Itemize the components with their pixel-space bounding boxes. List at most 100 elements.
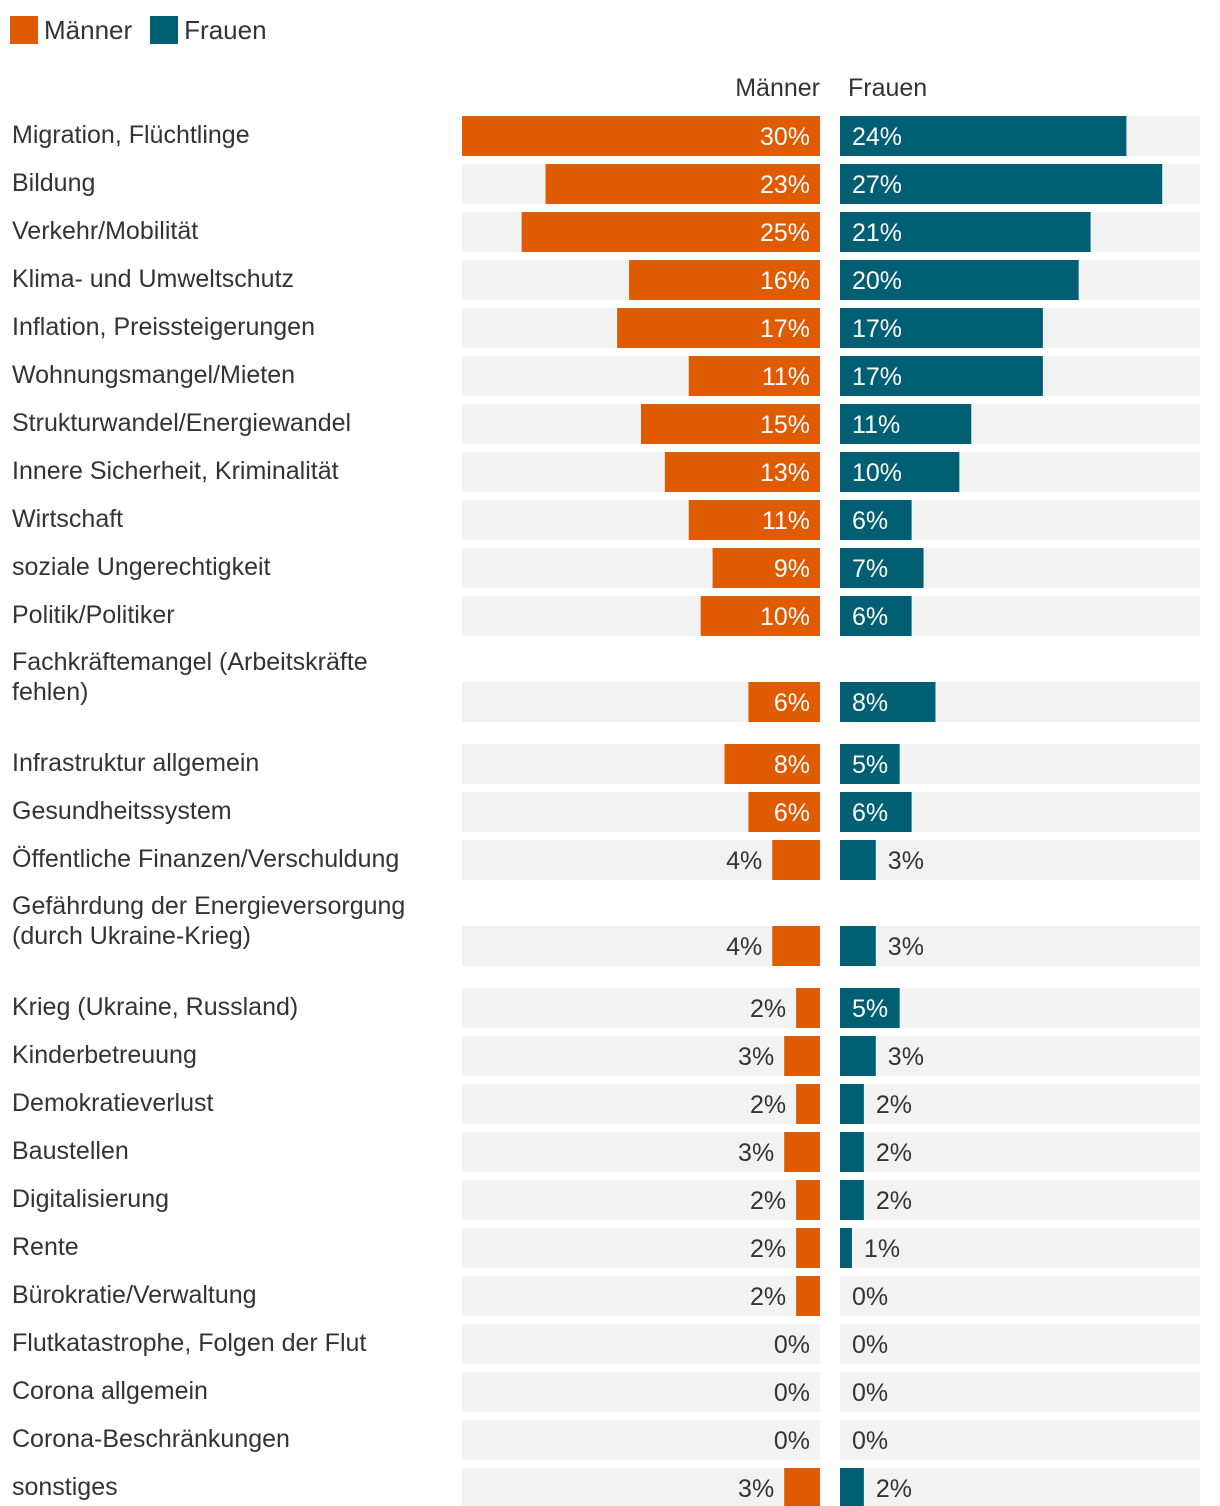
bar-maenner [784,1132,820,1172]
category-label: Öffentliche Finanzen/Verschuldung [12,845,399,873]
bar-frauen [840,792,912,832]
bar-frauen [840,988,900,1028]
value-label-frauen: 2% [876,1187,912,1215]
value-label-maenner: 2% [750,1235,786,1263]
bar-maenner [796,1228,820,1268]
bar-maenner [796,1276,820,1316]
category-label: Verkehr/Mobilität [12,217,198,245]
track-frauen [840,1036,1200,1076]
value-label-maenner: 3% [738,1043,774,1071]
bar-maenner [641,404,820,444]
value-label-maenner: 17% [760,315,810,343]
category-label: Gesundheitssystem [12,797,232,825]
track-maenner [462,1372,820,1412]
value-label-frauen: 3% [888,933,924,961]
value-label-frauen: 0% [852,1331,888,1359]
category-label: soziale Ungerechtigkeit [12,553,271,581]
track-frauen [840,1228,1200,1268]
bar-maenner [724,744,820,784]
track-maenner [462,1324,820,1364]
bar-maenner [748,682,820,722]
value-label-frauen: 5% [852,751,888,779]
bar-maenner [545,164,820,204]
column-header-maenner: Männer [735,74,820,102]
bar-frauen [840,212,1091,252]
category-label: Infrastruktur allgemein [12,749,259,777]
category-label: Gefährdung der Energieversorgung (durch U… [12,892,405,950]
bar-maenner [796,1084,820,1124]
category-label: Demokratieverlust [12,1089,214,1117]
value-label-frauen: 3% [888,847,924,875]
bar-maenner [772,840,820,880]
value-label-frauen: 6% [852,603,888,631]
value-label-frauen: 17% [852,363,902,391]
legend-item-maenner: Männer [10,15,132,46]
value-label-maenner: 8% [774,751,810,779]
bar-frauen [840,356,1043,396]
category-label: Innere Sicherheit, Kriminalität [12,457,339,485]
value-label-maenner: 4% [726,933,762,961]
value-label-frauen: 1% [864,1235,900,1263]
category-label: Digitalisierung [12,1185,169,1213]
track-frauen [840,1372,1200,1412]
legend: Männer Frauen [10,14,285,46]
value-label-maenner: 11% [762,363,810,391]
legend-swatch-maenner [10,16,38,44]
track-frauen [840,1468,1200,1506]
track-maenner [462,840,820,880]
track-frauen [840,1180,1200,1220]
bar-frauen [840,116,1127,156]
track-frauen [840,988,1200,1028]
track-frauen [840,1324,1200,1364]
value-label-frauen: 17% [852,315,902,343]
legend-label-frauen: Frauen [184,14,267,45]
bar-frauen [840,744,900,784]
value-label-frauen: 8% [852,689,888,717]
value-label-frauen: 2% [876,1091,912,1119]
category-label: Flutkatastrophe, Folgen der Flut [12,1329,366,1357]
bar-maenner [688,500,820,540]
bar-maenner [772,926,820,966]
bar-frauen [840,1468,864,1506]
track-frauen [840,926,1200,966]
category-label: Krieg (Ukraine, Russland) [12,993,298,1021]
bar-frauen [840,926,876,966]
value-label-maenner: 11% [762,507,810,535]
bar-maenner [748,792,820,832]
value-label-maenner: 25% [760,219,810,247]
bar-frauen [840,500,912,540]
bar-frauen [840,164,1163,204]
track-frauen [840,1132,1200,1172]
category-label: Wirtschaft [12,505,123,533]
category-label: Bildung [12,169,95,197]
track-frauen [840,1084,1200,1124]
category-label: Politik/Politiker [12,601,175,629]
value-label-maenner: 6% [774,689,810,717]
value-label-frauen: 3% [888,1043,924,1071]
track-maenner [462,1084,820,1124]
value-label-maenner: 9% [774,555,810,583]
track-frauen [840,1420,1200,1460]
legend-swatch-frauen [150,16,179,44]
bar-maenner [688,356,820,396]
value-label-frauen: 0% [852,1427,888,1455]
value-label-frauen: 0% [852,1379,888,1407]
value-label-maenner: 2% [750,1283,786,1311]
category-label: sonstiges [12,1473,118,1501]
value-label-frauen: 20% [852,267,902,295]
bar-frauen [840,1036,876,1076]
bar-maenner [784,1468,820,1506]
track-maenner [462,1420,820,1460]
track-maenner [462,926,820,966]
category-label: Fachkräftemangel (Arbeitskräfte fehlen) [12,648,368,706]
value-label-frauen: 27% [852,171,902,199]
value-label-frauen: 10% [852,459,902,487]
bar-frauen [840,404,972,444]
track-maenner [462,1276,820,1316]
value-label-maenner: 6% [774,799,810,827]
bar-maenner [712,548,820,588]
track-maenner [462,1036,820,1076]
category-label: Inflation, Preissteigerungen [12,313,315,341]
bar-maenner [796,988,820,1028]
value-label-frauen: 7% [852,555,888,583]
